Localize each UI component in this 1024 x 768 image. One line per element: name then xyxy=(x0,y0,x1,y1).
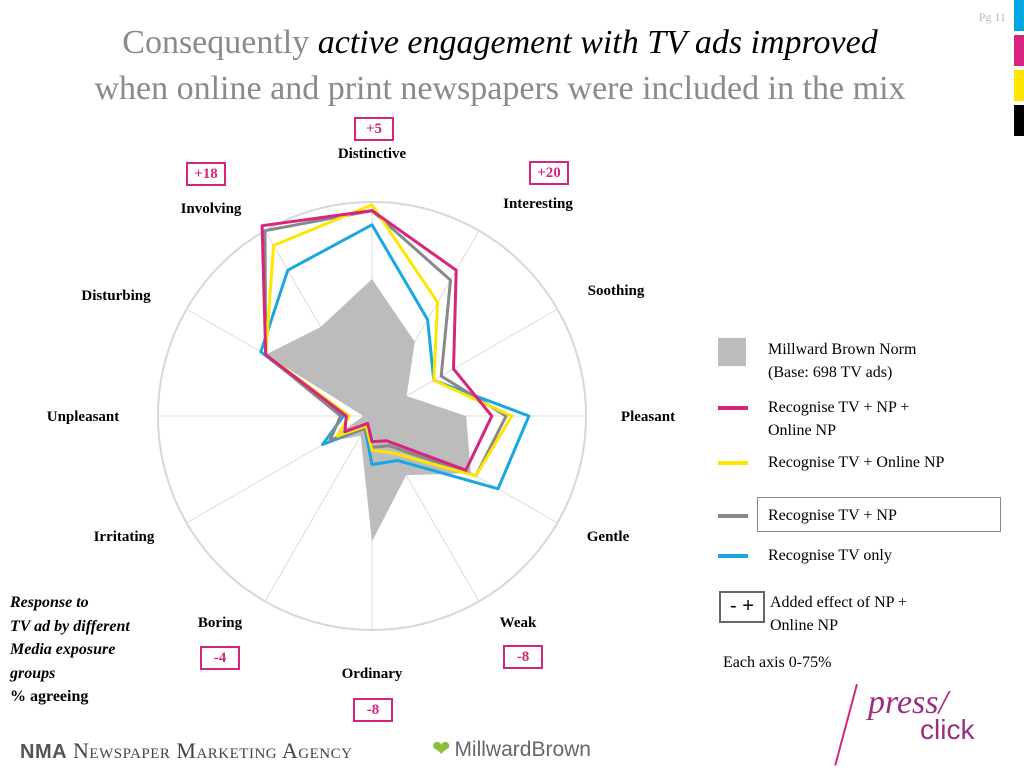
legend-label-np-online: Recognise TV + NP + Online NP xyxy=(768,396,909,442)
axis-range-note: Each axis 0-75% xyxy=(723,654,832,671)
color-bars xyxy=(1014,0,1024,140)
heart-knot-icon: ❤ xyxy=(432,736,451,761)
legend-added-line1: Added effect of NP + xyxy=(770,594,907,611)
legend-item-norm xyxy=(718,338,746,366)
delta-interesting: +20 xyxy=(529,161,569,185)
axis-label-irritating: Irritating xyxy=(94,529,155,545)
np-online-swatch xyxy=(718,406,748,410)
legend-item-tv-online xyxy=(718,453,748,465)
pm-minus: - xyxy=(730,595,737,617)
title-part2: active engagement with TV ads improved xyxy=(317,24,878,61)
plus-minus-icon: - + xyxy=(719,591,765,623)
delta-weak: -8 xyxy=(503,645,543,669)
norm-swatch xyxy=(718,338,746,366)
click-text: click xyxy=(920,714,975,745)
yellow-bar xyxy=(1014,70,1024,101)
tv-np-swatch xyxy=(718,514,748,518)
cyan-bar xyxy=(1014,0,1024,31)
tv-online-swatch xyxy=(718,461,748,465)
legend-np-online-line1: Recognise TV + NP + xyxy=(768,399,910,416)
millward-brown-logo: ❤ MillwardBrown xyxy=(432,736,591,762)
legend-np-online-line2: Online NP xyxy=(768,422,836,439)
axis-label-gentle: Gentle xyxy=(587,529,630,545)
pm-plus: + xyxy=(742,595,754,617)
millward-brown-text: MillwardBrown xyxy=(454,738,591,761)
response-note-l5: % agreeing xyxy=(10,688,89,705)
response-note: Response to TV ad by different Media exp… xyxy=(10,591,130,709)
title-part1: Consequently xyxy=(122,24,318,61)
press-text: press/ xyxy=(868,684,948,721)
response-note-l3: Media exposure xyxy=(10,641,116,658)
magenta-bar xyxy=(1014,35,1024,66)
response-note-l4: groups xyxy=(10,664,56,682)
axis-label-weak: Weak xyxy=(500,615,537,631)
legend-label-norm: Millward Brown Norm (Base: 698 TV ads) xyxy=(768,338,916,384)
tv-only-swatch xyxy=(718,554,748,558)
axis-label-soothing: Soothing xyxy=(588,283,645,299)
radar-axis-labels: Distinctive Interesting Soothing Pleasant Ge… xyxy=(47,146,675,682)
legend-norm-line2: (Base: 698 TV ads) xyxy=(768,364,893,381)
nma-logo: NMA Newspaper Marketing Agency xyxy=(20,738,352,764)
series-norm xyxy=(265,279,471,542)
legend-item-np-online xyxy=(718,398,748,410)
delta-involving: +18 xyxy=(186,162,226,186)
press-click-logo: press/ click xyxy=(834,684,1024,768)
legend-label-added: Added effect of NP + Online NP xyxy=(770,591,907,637)
page-title: Consequently active engagement with TV a… xyxy=(20,20,980,112)
axis-label-ordinary: Ordinary xyxy=(342,666,403,682)
legend-label-tv-only: Recognise TV only xyxy=(768,547,892,564)
legend-label-tv-np: Recognise TV + NP xyxy=(768,507,897,524)
legend-added-line2: Online NP xyxy=(770,617,838,634)
legend-item-tv-np xyxy=(718,506,748,518)
legend-norm-line1: Millward Brown Norm xyxy=(768,341,917,358)
series-tv-np-online xyxy=(260,209,494,472)
axis-label-interesting: Interesting xyxy=(503,196,573,212)
page-number: Pg 11 xyxy=(978,10,1006,24)
title-line2: when online and print newspapers were in… xyxy=(94,70,906,107)
legend-label-tv-online: Recognise TV + Online NP xyxy=(768,454,945,471)
axis-label-involving: Involving xyxy=(181,201,242,217)
axis-label-unpleasant: Unpleasant xyxy=(47,409,120,425)
delta-ordinary: -8 xyxy=(353,698,393,722)
delta-distinctive: +5 xyxy=(354,117,394,141)
axis-label-boring: Boring xyxy=(198,615,243,631)
response-note-l2: TV ad by different xyxy=(10,617,130,635)
axis-label-distinctive: Distinctive xyxy=(338,146,407,162)
axis-label-disturbing: Disturbing xyxy=(81,288,151,304)
radar-series xyxy=(259,203,531,542)
response-note-l1: Response to xyxy=(10,594,89,611)
radar-spoke xyxy=(264,415,373,602)
nma-name: Newspaper Marketing Agency xyxy=(73,738,353,763)
black-bar xyxy=(1014,105,1024,136)
nma-mark: NMA xyxy=(20,741,68,763)
delta-boring: -4 xyxy=(200,646,240,670)
legend-highlight-frame xyxy=(757,497,1001,532)
axis-label-pleasant: Pleasant xyxy=(621,409,675,425)
legend-item-tv-only xyxy=(718,546,748,558)
